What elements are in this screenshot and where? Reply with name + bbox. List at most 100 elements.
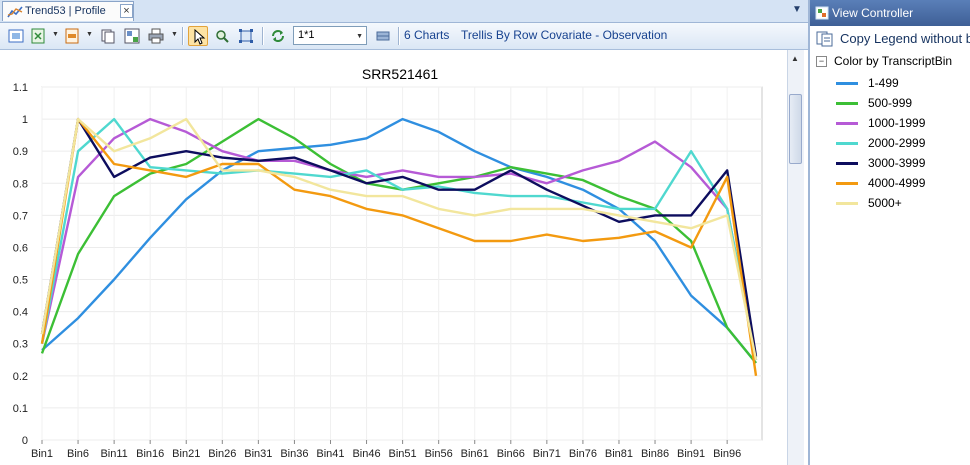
legend-swatch (836, 142, 858, 145)
y-tick-label: 0.7 (13, 210, 28, 222)
copy-legend-button[interactable]: Copy Legend without bo (812, 28, 970, 50)
y-tick-label: 0.2 (13, 371, 28, 383)
toolbar-separator (262, 27, 264, 45)
legend-swatch (836, 122, 858, 125)
copy-button[interactable] (98, 26, 118, 46)
series-line-3000-3999[interactable] (40, 117, 758, 357)
copy-icon (101, 29, 115, 44)
x-tick-label: Bin51 (389, 448, 417, 460)
refresh-icon (272, 30, 284, 42)
y-tick-label: 1.1 (13, 82, 28, 94)
chevron-down-icon[interactable]: ▼ (792, 4, 802, 15)
line-chart[interactable]: SRR521461 0 0.1 0.2 0.3 0.4 0.5 0.6 0.7 0.8 0.9 1 1… (0, 50, 786, 465)
toolbar-separator (182, 27, 184, 45)
export-image-button[interactable] (6, 26, 26, 46)
legend-swatch (836, 162, 858, 165)
x-tick-label: Bin96 (713, 448, 741, 460)
legend-label: 500-999 (868, 96, 913, 110)
x-tick-label: Bin46 (352, 448, 380, 460)
x-tick-label: Bin21 (172, 448, 200, 460)
legend-item[interactable]: 5000+ (834, 194, 964, 214)
series-line-1-499[interactable] (41, 117, 757, 364)
refresh-button[interactable] (268, 26, 288, 46)
select-button[interactable] (188, 26, 208, 46)
toolbar: ▼ ▼ ▼ (0, 23, 808, 50)
tab-strip: Trend53 | Profile × ▼ (0, 0, 808, 23)
legend-swatch (836, 102, 858, 105)
export-pdf-button[interactable] (62, 26, 82, 46)
legend-label: 4000-4999 (868, 176, 926, 190)
x-tick-label: Bin11 (100, 448, 127, 460)
chevron-down-icon[interactable]: ▼ (171, 31, 178, 38)
legend-swatch (836, 202, 858, 205)
series-lines[interactable] (40, 117, 758, 376)
document-pane: Trend53 | Profile × ▼ ▼ ▼ (0, 0, 808, 465)
y-tick-label: 0.3 (13, 339, 28, 351)
y-tick-label: 0.4 (13, 307, 28, 319)
x-tick-label: Bin16 (136, 448, 164, 460)
chart-area[interactable]: SRR521461 0 0.1 0.2 0.3 0.4 0.5 0.6 0.7 0.8 0.9 1 1… (0, 50, 808, 465)
tab-trend53-profile[interactable]: Trend53 | Profile × (2, 1, 134, 21)
chevron-down-icon[interactable]: ▼ (52, 31, 59, 38)
legend-item[interactable]: 2000-2999 (834, 134, 964, 154)
chevron-up-icon[interactable]: ▲ (791, 54, 799, 63)
legend-label: 2000-2999 (868, 136, 926, 150)
view-controller-header: View Controller (810, 0, 970, 26)
excel-icon (31, 28, 45, 44)
print-button[interactable] (146, 26, 166, 46)
controller-icon (815, 6, 829, 20)
series-line-4000-4999[interactable] (40, 117, 758, 376)
trellis-button[interactable] (373, 26, 393, 46)
y-tick-label: 1 (22, 114, 28, 126)
chevron-down-icon: ▼ (356, 33, 363, 40)
fit-button[interactable] (236, 26, 256, 46)
grid (41, 86, 763, 441)
trellis-icon (376, 31, 390, 41)
legend-item[interactable]: 1-499 (834, 74, 964, 94)
series-line-2000-2999[interactable] (40, 117, 758, 361)
x-tick-label: Bin61 (461, 448, 489, 460)
copy-icon (816, 31, 833, 47)
x-tick-label: Bin86 (641, 448, 669, 460)
y-tick-label: 0.8 (13, 178, 28, 190)
legend-swatch (836, 182, 858, 185)
layout-button[interactable] (122, 26, 142, 46)
y-tick-label: 0.1 (13, 403, 28, 415)
x-tick-label: Bin66 (497, 448, 525, 460)
x-tick-label: Bin56 (425, 448, 453, 460)
printer-icon (148, 28, 164, 44)
x-tick-label: Bin26 (208, 448, 236, 460)
view-controller-title: View Controller (832, 6, 914, 20)
charts-count-link[interactable]: 6 Charts (404, 28, 450, 42)
y-tick-label: 0.9 (13, 146, 28, 158)
legend-item[interactable]: 4000-4999 (834, 174, 964, 194)
x-tick-label: Bin36 (280, 448, 308, 460)
layout-select[interactable]: 1*1 ▼ (293, 26, 367, 45)
legend-item[interactable]: 500-999 (834, 94, 964, 114)
legend-label: 5000+ (868, 196, 902, 210)
legend-item[interactable]: 3000-3999 (834, 154, 964, 174)
axes: 0 0.1 0.2 0.3 0.4 0.5 0.6 0.7 0.8 0.9 1 1.1 Bin1 Bin6… (13, 82, 742, 460)
trellis-label-link[interactable]: Trellis By Row Covariate - Observation (461, 28, 668, 42)
collapse-icon[interactable]: − (816, 56, 827, 67)
vertical-scrollbar[interactable]: ▲ (787, 50, 804, 465)
legend-item[interactable]: 1000-1999 (834, 114, 964, 134)
fit-icon (239, 29, 253, 43)
chevron-down-icon[interactable]: ▼ (86, 31, 93, 38)
x-tick-label: Bin31 (244, 448, 272, 460)
series-line-1000-1999[interactable] (40, 117, 758, 361)
chart-icon (7, 6, 23, 18)
y-tick-label: 0 (22, 435, 28, 447)
legend-swatch (836, 82, 858, 85)
image-icon (8, 29, 24, 43)
toolbar-separator (398, 27, 400, 45)
close-icon[interactable]: × (120, 4, 133, 18)
zoom-button[interactable] (212, 26, 232, 46)
export-excel-button[interactable] (28, 26, 48, 46)
x-tick-label: Bin76 (569, 448, 597, 460)
pdf-icon (65, 28, 79, 44)
scrollbar-thumb[interactable] (789, 94, 802, 164)
cursor-icon (194, 29, 206, 45)
series-line-5000-[interactable] (40, 117, 758, 361)
